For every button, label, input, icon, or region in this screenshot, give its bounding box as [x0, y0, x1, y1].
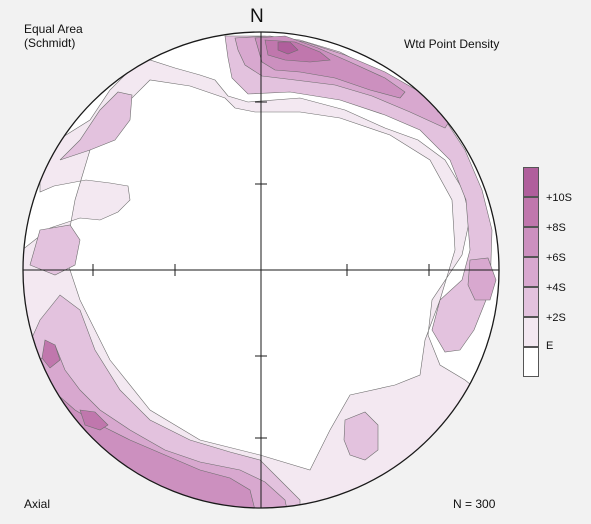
legend-label-4s: +4S: [546, 282, 566, 294]
projection-type-label: Equal Area (Schmidt): [24, 22, 83, 50]
net-axes: [23, 32, 499, 508]
primitive-circle: [22, 31, 500, 509]
legend-swatch-6s: [523, 257, 539, 287]
data-type-label: Axial: [24, 497, 51, 511]
legend-swatch-max: [523, 167, 539, 197]
legend-swatch-4s: [523, 287, 539, 317]
legend-label-2s: +2S: [546, 312, 566, 324]
sample-count-label: N = 300: [453, 497, 496, 511]
legend-label-8s: +8S: [546, 222, 566, 234]
contour-10s: [41, 39, 331, 431]
projection-type-line-1: Equal Area: [24, 22, 83, 36]
legend-label-6s: +6S: [546, 252, 566, 264]
legend-swatch-10s: [523, 197, 539, 227]
contour-4s: [23, 35, 493, 508]
density-method-label: Wtd Point Density: [404, 37, 500, 51]
north-label: N: [250, 6, 264, 27]
legend-swatch-8s: [523, 227, 539, 257]
legend-swatch-2s: [523, 317, 539, 347]
contour-max: [277, 41, 299, 55]
projection-type-line-2: (Schmidt): [24, 36, 76, 50]
legend-label-e: E: [546, 340, 554, 352]
legend-swatch-e: [523, 347, 539, 377]
legend-label-10s: +10S: [546, 192, 572, 204]
